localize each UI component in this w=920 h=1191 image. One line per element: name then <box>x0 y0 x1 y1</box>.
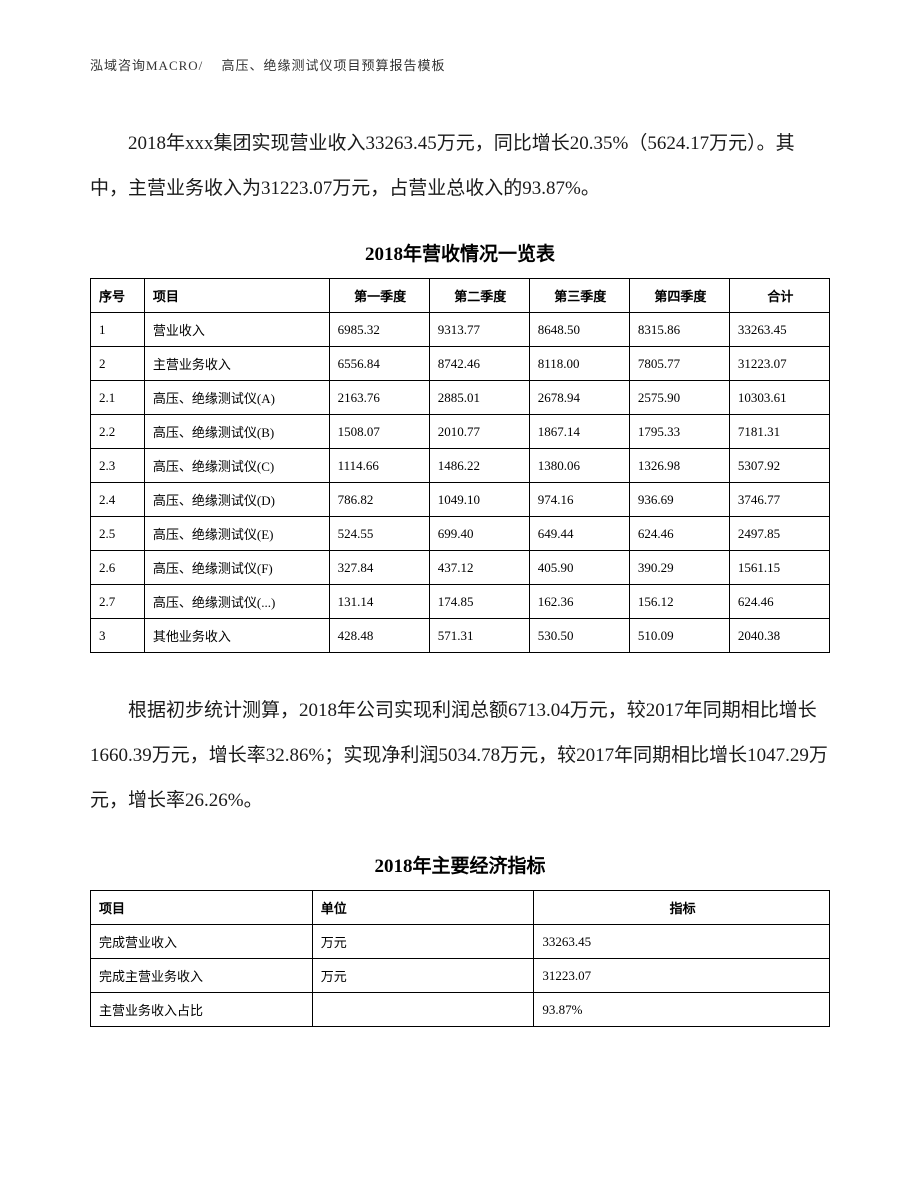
th-indicator: 指标 <box>534 891 830 925</box>
table-row: 2.1高压、绝缘测试仪(A)2163.762885.012678.942575.… <box>91 381 830 415</box>
th-q3: 第三季度 <box>529 279 629 313</box>
table-row: 2.7高压、绝缘测试仪(...)131.14174.85162.36156.12… <box>91 585 830 619</box>
th-total: 合计 <box>729 279 829 313</box>
paragraph-profit: 根据初步统计测算，2018年公司实现利润总额6713.04万元，较2017年同期… <box>90 689 830 823</box>
table-row: 1营业收入6985.329313.778648.508315.8633263.4… <box>91 313 830 347</box>
th-item: 项目 <box>144 279 329 313</box>
th-project: 项目 <box>91 891 313 925</box>
table-row: 完成营业收入万元33263.45 <box>91 925 830 959</box>
table-row: 完成主营业务收入万元31223.07 <box>91 959 830 993</box>
indicator-table: 项目 单位 指标 完成营业收入万元33263.45 完成主营业务收入万元3122… <box>90 890 830 1027</box>
th-q2: 第二季度 <box>429 279 529 313</box>
table1-body: 1营业收入6985.329313.778648.508315.8633263.4… <box>91 313 830 653</box>
th-q4: 第四季度 <box>629 279 729 313</box>
table2-title: 2018年主要经济指标 <box>90 851 830 878</box>
table2-header-row: 项目 单位 指标 <box>91 891 830 925</box>
table-row: 2.2高压、绝缘测试仪(B)1508.072010.771867.141795.… <box>91 415 830 449</box>
table1-title: 2018年营收情况一览表 <box>90 239 830 266</box>
paragraph-intro: 2018年xxx集团实现营业收入33263.45万元，同比增长20.35%（56… <box>90 122 830 211</box>
table-row: 2主营业务收入6556.848742.468118.007805.7731223… <box>91 347 830 381</box>
page-header: 泓域咨询MACRO/ 高压、绝缘测试仪项目预算报告模板 <box>90 55 830 74</box>
table-row: 2.6高压、绝缘测试仪(F)327.84437.12405.90390.2915… <box>91 551 830 585</box>
table1-header-row: 序号 项目 第一季度 第二季度 第三季度 第四季度 合计 <box>91 279 830 313</box>
th-seq: 序号 <box>91 279 145 313</box>
table-row: 3其他业务收入428.48571.31530.50510.092040.38 <box>91 619 830 653</box>
th-q1: 第一季度 <box>329 279 429 313</box>
table-row: 2.3高压、绝缘测试仪(C)1114.661486.221380.061326.… <box>91 449 830 483</box>
table2-body: 完成营业收入万元33263.45 完成主营业务收入万元31223.07 主营业务… <box>91 925 830 1027</box>
th-unit: 单位 <box>312 891 534 925</box>
revenue-table: 序号 项目 第一季度 第二季度 第三季度 第四季度 合计 1营业收入6985.3… <box>90 278 830 653</box>
table-row: 主营业务收入占比93.87% <box>91 993 830 1027</box>
table-row: 2.5高压、绝缘测试仪(E)524.55699.40649.44624.4624… <box>91 517 830 551</box>
table-row: 2.4高压、绝缘测试仪(D)786.821049.10974.16936.693… <box>91 483 830 517</box>
